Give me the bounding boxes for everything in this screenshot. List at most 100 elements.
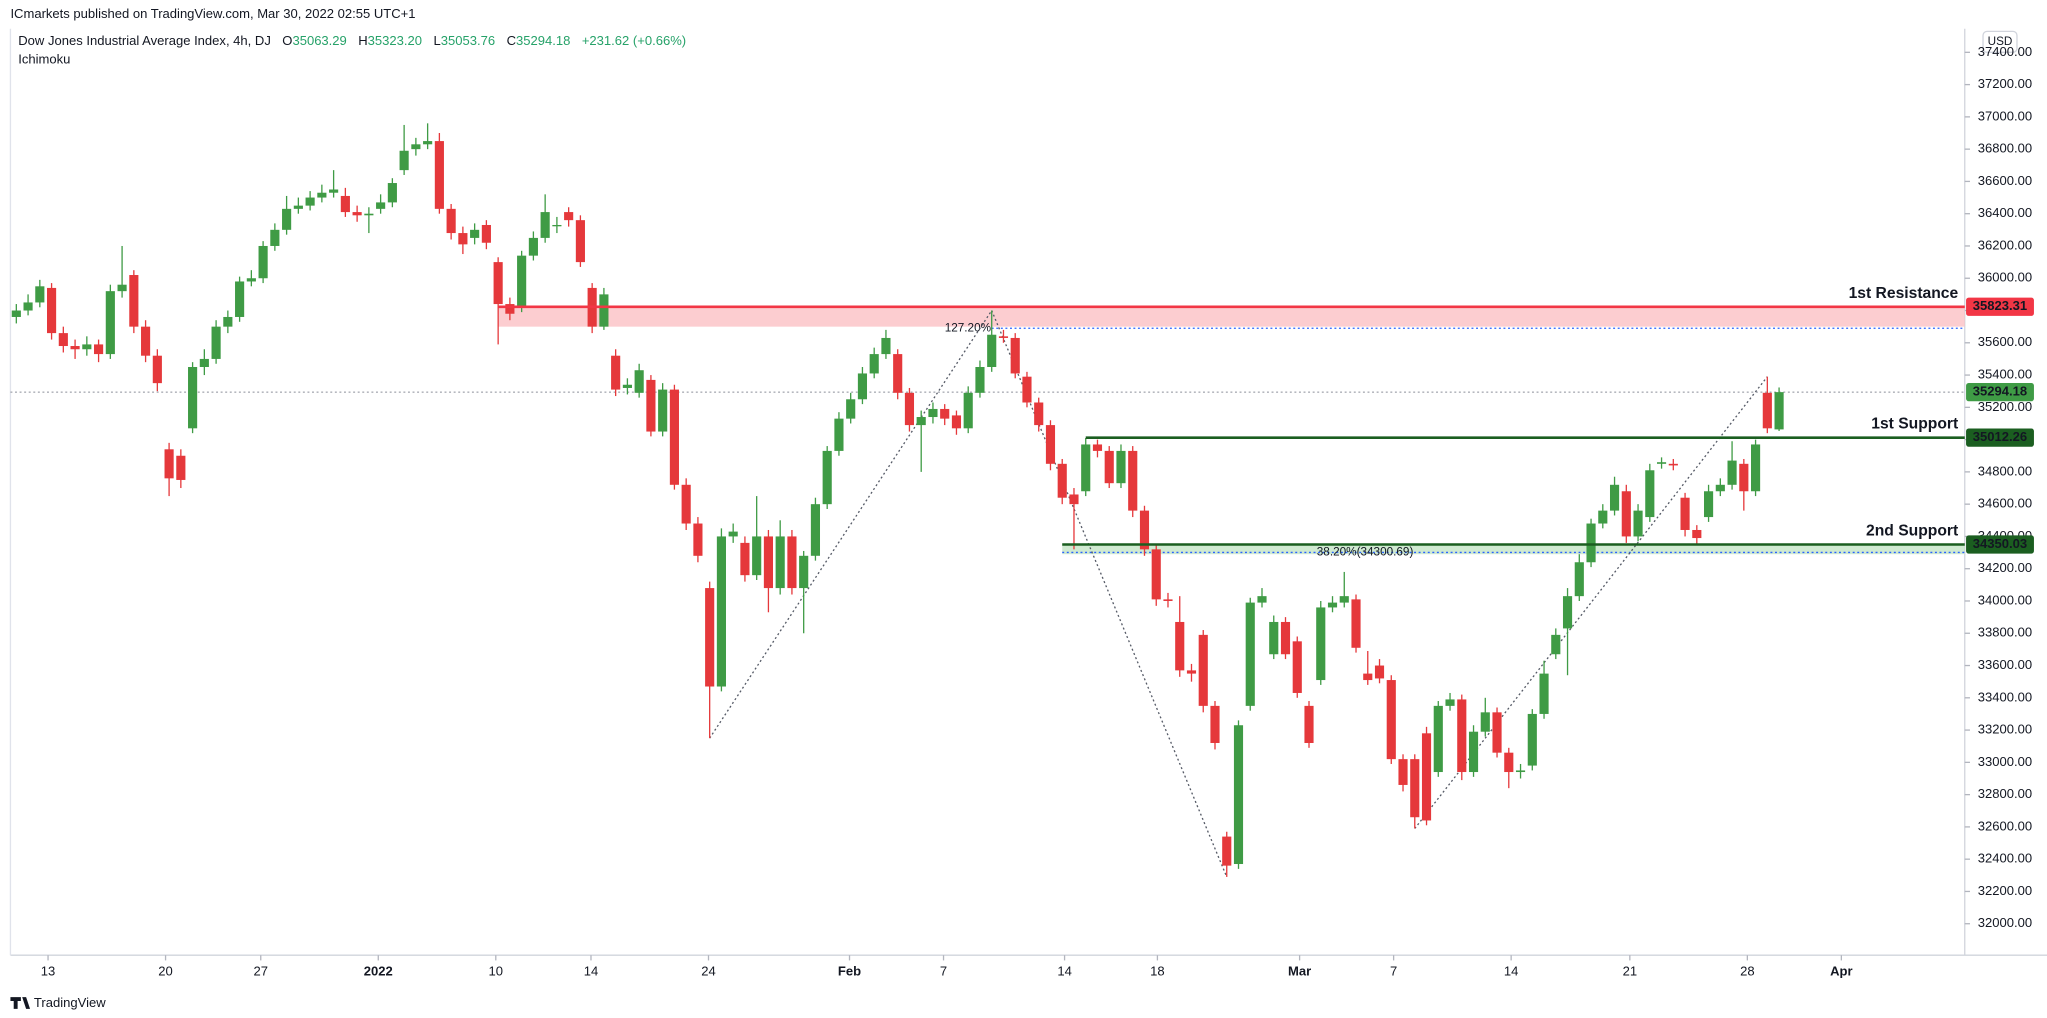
x-tick-label: 14 <box>1504 964 1518 979</box>
candle <box>47 283 57 340</box>
candle-body <box>317 192 327 198</box>
candle-body <box>188 366 198 429</box>
candle-body <box>1069 494 1079 505</box>
candle <box>1257 588 1267 608</box>
candle-body <box>963 392 973 429</box>
candle <box>1445 692 1455 711</box>
candle-body <box>975 366 985 393</box>
candle <box>1104 446 1114 489</box>
candle-body <box>834 418 844 451</box>
candle-body <box>129 275 139 327</box>
candle-body <box>1022 376 1032 403</box>
candle-body <box>1445 699 1455 706</box>
candle <box>364 207 374 234</box>
candle-body <box>399 150 409 171</box>
candle <box>1551 628 1561 660</box>
price-tag: 35823.31 <box>1973 298 2027 313</box>
candle <box>1457 694 1467 781</box>
candle-body <box>376 202 386 209</box>
candle <box>928 402 938 424</box>
candle-body <box>1128 450 1138 511</box>
candle <box>517 250 527 313</box>
candle <box>693 517 703 563</box>
y-tick-label: 37200.00 <box>1978 76 2032 91</box>
candle <box>1751 439 1761 497</box>
last-price-tag: 35294.18 <box>1973 384 2027 399</box>
candle <box>846 392 856 424</box>
candle <box>470 223 480 245</box>
y-tick-label: 37000.00 <box>1978 108 2032 123</box>
candle <box>599 287 609 330</box>
candle <box>11 304 21 324</box>
x-tick-label: 7 <box>1390 964 1397 979</box>
candle-body <box>951 415 962 429</box>
candle <box>1668 458 1678 471</box>
level-zone <box>1062 544 1965 555</box>
candle <box>1222 831 1232 877</box>
candle-body <box>58 333 68 347</box>
price-tag-bg <box>1966 535 2034 554</box>
candle <box>1727 441 1737 490</box>
candle <box>282 195 292 235</box>
candle <box>787 529 797 595</box>
level-name: 2nd Support <box>1866 523 1959 540</box>
candle <box>1680 492 1690 537</box>
change: +231.62 (+0.66%) <box>582 33 686 48</box>
candle-body <box>1304 705 1314 743</box>
candle-body <box>810 504 821 556</box>
candle-body <box>11 310 21 317</box>
candle <box>1421 726 1432 826</box>
candle <box>1398 754 1408 792</box>
candle-body <box>1751 444 1761 492</box>
candle-body <box>1598 510 1608 524</box>
candle-body <box>1151 549 1161 600</box>
y-tick-label: 33800.00 <box>1978 625 2032 640</box>
candle-body <box>1656 462 1667 464</box>
ohlc-key: L <box>434 33 441 48</box>
candle <box>270 223 280 251</box>
candle <box>399 124 409 175</box>
candle-body <box>423 141 433 145</box>
candle-body <box>928 408 938 418</box>
candle-body <box>752 536 762 576</box>
candle-body <box>1457 699 1467 773</box>
candle-body <box>1692 529 1702 539</box>
candle-body <box>1433 705 1443 773</box>
candle <box>1339 571 1349 608</box>
candle <box>528 231 538 261</box>
candle <box>975 360 985 398</box>
candle-body <box>1410 759 1420 818</box>
x-tick-label: 21 <box>1623 964 1637 979</box>
candle-body <box>1163 599 1173 601</box>
candle-body <box>470 229 480 238</box>
candle-body <box>235 281 245 317</box>
candle <box>23 294 33 316</box>
candle-body <box>1386 680 1396 760</box>
candle-body <box>646 379 656 432</box>
candle-body <box>1210 705 1220 743</box>
candle <box>916 410 926 472</box>
candle <box>575 215 585 267</box>
candle <box>705 581 715 739</box>
candle <box>658 383 668 437</box>
candle-body <box>1774 392 1784 430</box>
candle-body <box>940 408 950 419</box>
y-tick-label: 35600.00 <box>1978 334 2032 349</box>
candle <box>1739 458 1749 511</box>
candle <box>1316 600 1326 685</box>
x-tick-label: 13 <box>41 964 55 979</box>
candle-body <box>1339 596 1349 603</box>
candle <box>481 220 491 250</box>
ohlc-value: 35053.76 <box>441 33 495 48</box>
candle-body <box>1727 460 1737 485</box>
candle <box>987 310 997 372</box>
candle-body <box>258 245 268 279</box>
candle-body <box>1492 712 1502 753</box>
candle <box>246 270 256 287</box>
x-tick-label: 28 <box>1740 964 1754 979</box>
candle <box>1233 720 1244 869</box>
candle <box>94 339 104 363</box>
chart-legend: Dow Jones Industrial Average Index, 4h, … <box>18 33 686 48</box>
logo-mark <box>10 997 31 1009</box>
